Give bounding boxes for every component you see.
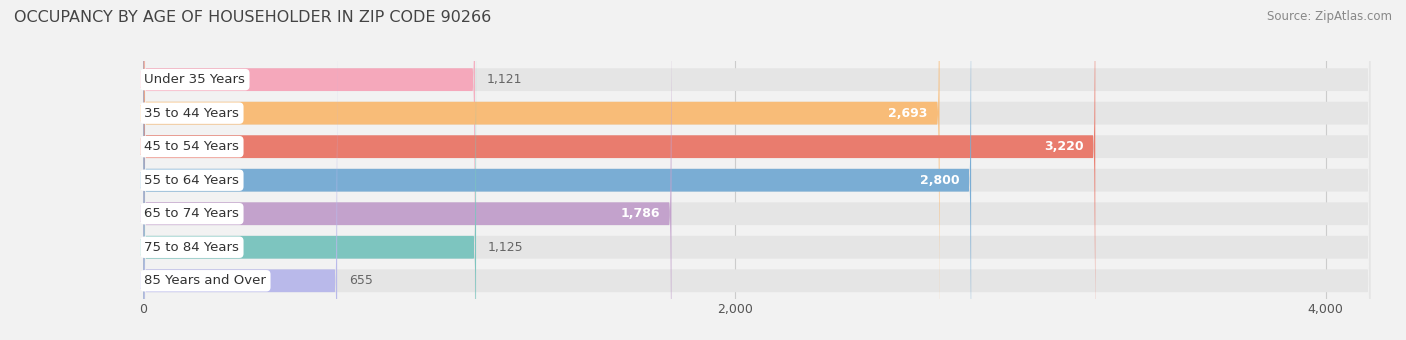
Text: Source: ZipAtlas.com: Source: ZipAtlas.com [1267, 10, 1392, 23]
FancyBboxPatch shape [143, 0, 475, 336]
Text: OCCUPANCY BY AGE OF HOUSEHOLDER IN ZIP CODE 90266: OCCUPANCY BY AGE OF HOUSEHOLDER IN ZIP C… [14, 10, 491, 25]
FancyBboxPatch shape [143, 0, 477, 340]
FancyBboxPatch shape [143, 0, 939, 340]
FancyBboxPatch shape [143, 0, 1095, 340]
FancyBboxPatch shape [143, 0, 1369, 340]
Text: Under 35 Years: Under 35 Years [145, 73, 245, 86]
Text: 1,125: 1,125 [488, 241, 523, 254]
FancyBboxPatch shape [143, 0, 1369, 340]
Text: 85 Years and Over: 85 Years and Over [145, 274, 266, 287]
FancyBboxPatch shape [143, 0, 972, 340]
FancyBboxPatch shape [143, 0, 1369, 340]
Text: 655: 655 [349, 274, 373, 287]
Text: 55 to 64 Years: 55 to 64 Years [145, 174, 239, 187]
Text: 45 to 54 Years: 45 to 54 Years [145, 140, 239, 153]
Text: 2,693: 2,693 [889, 107, 928, 120]
FancyBboxPatch shape [143, 0, 1369, 336]
FancyBboxPatch shape [143, 24, 1369, 340]
FancyBboxPatch shape [143, 0, 1369, 340]
Text: 35 to 44 Years: 35 to 44 Years [145, 107, 239, 120]
Text: 2,800: 2,800 [920, 174, 959, 187]
Text: 3,220: 3,220 [1043, 140, 1084, 153]
FancyBboxPatch shape [143, 24, 337, 340]
FancyBboxPatch shape [143, 0, 672, 340]
Text: 65 to 74 Years: 65 to 74 Years [145, 207, 239, 220]
Text: 1,786: 1,786 [620, 207, 659, 220]
Text: 1,121: 1,121 [486, 73, 522, 86]
Text: 75 to 84 Years: 75 to 84 Years [145, 241, 239, 254]
FancyBboxPatch shape [143, 0, 1369, 340]
